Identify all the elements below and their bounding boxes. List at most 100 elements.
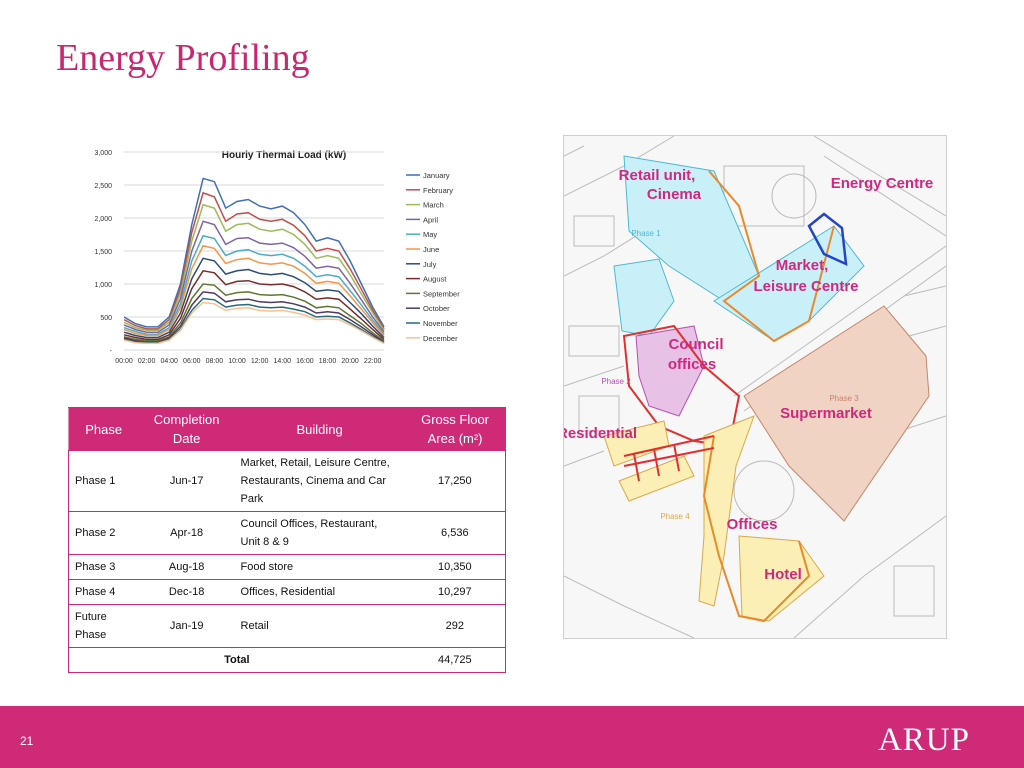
header-building: Building [234,407,406,451]
phase1-car-park-area [613,258,675,337]
supermarket-area [743,305,930,522]
series-line-february [123,191,385,330]
x-tick-label: 08:00 [206,358,224,365]
table-row: Phase 3 Aug-18 Food store 10,350 [67,554,506,580]
y-tick-label: 2,500 [94,183,112,190]
label-phase-4: Phase 4 [660,512,690,521]
residential-area-2 [618,455,695,502]
phase4-orange-outline [702,435,811,623]
cell-date: Jan-19 [138,604,235,648]
legend-label: July [423,260,437,269]
header-phase: Phase [67,407,140,451]
label-residential: Residential [563,425,637,442]
legend-label: December [423,334,458,343]
y-tick-label: 1,500 [94,249,112,256]
label-phase-1: Phase 1 [631,229,661,238]
phase1-orange-outline [708,170,835,343]
table-row: Future Phase Jan-19 Retail 292 [67,604,506,648]
slide-footer: 21 ARUP [0,706,1024,768]
y-tick-label: 500 [100,315,112,322]
cell-area: 10,350 [404,554,506,580]
label-hotel: Hotel [764,566,802,583]
cell-area: 10,297 [404,579,506,605]
table-row: Phase 2 Apr-18 Council Offices, Restaura… [67,511,506,555]
cell-area: 6,536 [404,511,506,555]
cell-building: Offices, Residential [234,579,405,605]
legend-label: August [423,275,447,284]
label-offices: Offices [727,516,778,533]
legend-label: April [423,215,438,224]
cell-phase: Future Phase [67,604,139,648]
map-streets [564,136,946,638]
label-market: Market, [776,257,829,274]
energy-centre-outline [807,212,848,267]
legend-label: June [423,245,439,254]
cell-phase: Phase 2 [67,511,139,555]
series-line-october [123,291,385,343]
series-line-june [123,244,385,337]
cell-area: 292 [404,604,506,648]
cell-date: Apr-18 [138,511,235,555]
cell-phase: Phase 1 [67,450,139,512]
cell-date: Dec-18 [138,579,235,605]
y-tick-label: 1,000 [94,282,112,289]
label-retail-unit: Retail unit, [619,167,696,184]
label-offices-council: offices [668,356,716,373]
cell-date: Aug-18 [138,554,235,580]
x-tick-label: 10:00 [228,358,246,365]
x-tick-label: 04:00 [160,358,178,365]
table-row: Phase 1 Jun-17 Market, Retail, Leisure C… [67,450,506,512]
series-line-august [123,269,385,341]
page-number: 21 [20,734,34,748]
table-row: Phase 4 Dec-18 Offices, Residential 10,2… [67,579,506,605]
label-supermarket: Supermarket [780,405,872,422]
y-tick-label: 2,000 [94,216,112,223]
label-cinema: Cinema [647,186,702,203]
total-value: 44,725 [404,647,506,673]
council-offices-area [635,325,705,417]
x-tick-label: 16:00 [296,358,314,365]
x-tick-label: 22:00 [364,358,382,365]
series-line-january [123,177,385,328]
x-tick-label: 18:00 [319,358,337,365]
y-tick-label: - [110,348,113,355]
legend-label: October [423,304,450,313]
legend-label: January [423,171,450,180]
legend-label: November [423,319,458,328]
series-line-april [123,220,385,333]
series-line-december [123,301,385,345]
cell-building: Market, Retail, Leisure Centre, Restaura… [234,450,405,512]
label-phase-3: Phase 3 [829,394,859,403]
x-tick-label: 12:00 [251,358,269,365]
site-map: Retail unit, Cinema Energy Centre Market… [563,135,947,639]
legend-label: March [423,201,444,210]
series-line-march [123,203,385,331]
label-energy-centre: Energy Centre [831,175,934,192]
table-header-row: Phase Completion Date Building Gross Flo… [67,407,506,451]
hourly-thermal-load-chart: Hourly Thermal Load (kW) - 500 1,000 1,500 2… [84,140,474,372]
label-leisure-centre: Leisure Centre [753,278,858,295]
header-gross-floor-area: Gross Floor Area (m²) [404,407,506,451]
x-tick-label: 20:00 [341,358,359,365]
cell-building: Retail [234,604,405,648]
label-council: Council [669,336,724,353]
x-tick-label: 02:00 [138,358,156,365]
header-completion-date: Completion Date [138,407,236,451]
slide-title: Energy Profiling [56,37,310,79]
chart-title: Hourly Thermal Load (kW) [222,150,346,161]
series-line-september [123,283,385,342]
cell-phase: Phase 4 [67,579,139,605]
x-tick-label: 00:00 [115,358,133,365]
cell-building: Food store [234,554,405,580]
series-line-july [123,257,385,339]
cell-building: Council Offices, Restaurant, Unit 8 & 9 [234,511,405,555]
legend-label: May [423,230,437,239]
series-line-may [123,234,385,335]
y-tick-label: 3,000 [94,150,112,157]
cell-area: 17,250 [404,450,506,512]
cell-phase: Phase 3 [67,554,139,580]
total-label: Total [67,647,405,673]
legend-label: February [423,186,453,195]
label-phase-2: Phase 2 [601,377,631,386]
x-tick-label: 06:00 [183,358,201,365]
